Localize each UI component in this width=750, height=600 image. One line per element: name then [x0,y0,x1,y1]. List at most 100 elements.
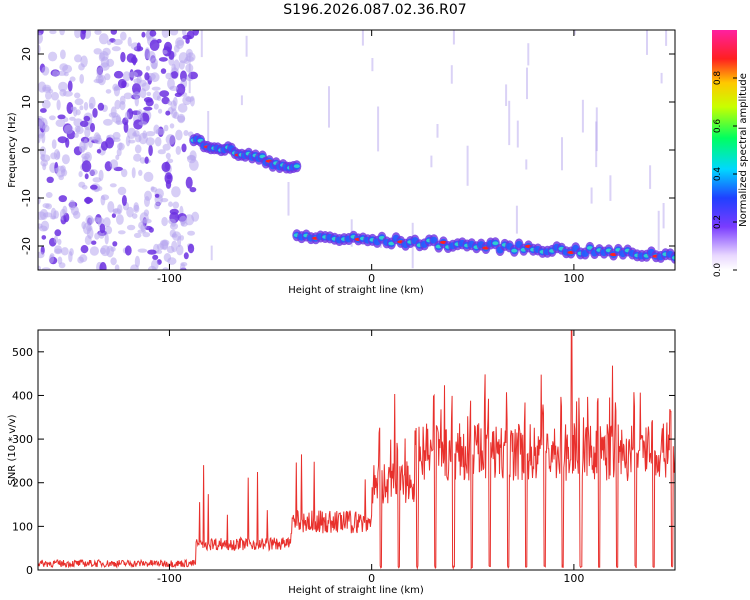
noise-blob [114,264,120,270]
noise-blob [51,139,57,150]
spectrogram-marks [38,30,675,270]
noise-blob [169,222,179,230]
noise-blob [54,245,62,254]
noise-blob [69,248,74,256]
noise-blob [132,54,137,66]
noise-blob [112,131,121,140]
noise-blob [182,95,192,106]
noise-blob [187,243,195,254]
spectrogram-ylabel: Frequency (Hz) [7,112,18,188]
snr-ytick-label: 300 [12,433,33,446]
noise-blob [95,134,102,141]
snr-xtick-label: -100 [157,572,182,585]
noise-blob [69,199,76,211]
noise-blob [134,255,140,268]
noise-blob [100,195,106,206]
noise-blob [57,256,63,265]
noise-blob [154,136,162,147]
noise-blob [38,223,43,229]
noise-blob [40,154,51,162]
spectrogram-xlabel: Height of straight line (km) [288,285,424,296]
noise-blob [95,74,104,84]
noise-blob [149,30,157,37]
noise-blob [67,80,73,92]
noise-blob [143,106,153,111]
noise-blob [161,216,168,227]
noise-blob [151,86,161,91]
noise-blob [148,144,153,157]
noise-blob [161,30,170,38]
noise-blob [120,31,127,41]
noise-blob [51,91,59,101]
noise-blob [84,197,93,204]
noise-blob [158,108,163,114]
noise-blob [55,119,66,127]
colorbar-tick-label: 0.0 [713,263,723,278]
noise-blob [56,99,61,111]
noise-blob [89,136,96,141]
snr-ticks: -100 0 100 0 100 200 300 400 500 [12,330,675,585]
noise-blob [133,202,139,212]
noise-blob [112,83,119,92]
noise-blob [171,233,178,238]
noise-blob [80,30,86,40]
chart-title: S196.2026.087.02.36.R07 [283,2,467,18]
noise-blob [45,91,52,100]
noise-blob [52,70,59,77]
ridge-2-core [672,256,675,260]
noise-blob [163,41,173,53]
noise-blob [58,81,68,92]
noise-blob [92,108,98,118]
noise-blob [123,92,133,100]
snr-xlabel: Height of straight line (km) [288,585,424,596]
noise-blob [98,169,104,182]
noise-blob [165,72,172,80]
noise-blob [162,49,168,55]
noise-blob [69,76,76,82]
colorbar-ticks: 0.0 0.2 0.4 0.6 0.8 [713,71,737,278]
noise-blob [100,62,110,71]
noise-blob [98,33,109,45]
snr-ytick-label: 200 [12,477,33,490]
noise-blob [53,167,60,173]
noise-blob [75,126,84,135]
noise-blob [143,171,154,182]
noise-blob [39,208,49,220]
noise-blob [88,169,98,176]
noise-blob [104,73,111,81]
noise-blob [106,40,112,46]
noise-blob [100,245,111,257]
noise-blob [85,215,94,226]
noise-blob [128,71,138,78]
noise-blob [156,95,162,101]
noise-blob [182,34,192,40]
snr-frame [37,329,676,571]
noise-blob [165,152,171,160]
noise-blob [133,153,142,162]
noise-blob [171,63,176,72]
noise-blob [153,103,159,110]
noise-blob [167,158,174,164]
noise-blob [162,143,171,151]
ridge-2-core [492,241,499,245]
noise-blob [123,121,129,133]
snr-ytick-label: 0 [26,564,33,577]
noise-blob [80,245,89,254]
noise-blob [83,138,88,151]
noise-blob [99,51,109,61]
noise-blob [38,32,43,44]
noise-blob [57,114,66,120]
snr-xtick-label: 100 [563,572,584,585]
noise-blob [175,129,183,141]
noise-blob [38,133,44,139]
snr-ytick-label: 500 [12,346,33,359]
noise-blob [153,124,160,134]
noise-blob [159,90,170,98]
noise-blob [48,89,54,94]
noise-blob [66,102,74,114]
noise-blob [62,64,73,74]
noise-blob [168,201,173,207]
noise-blob [137,248,148,253]
